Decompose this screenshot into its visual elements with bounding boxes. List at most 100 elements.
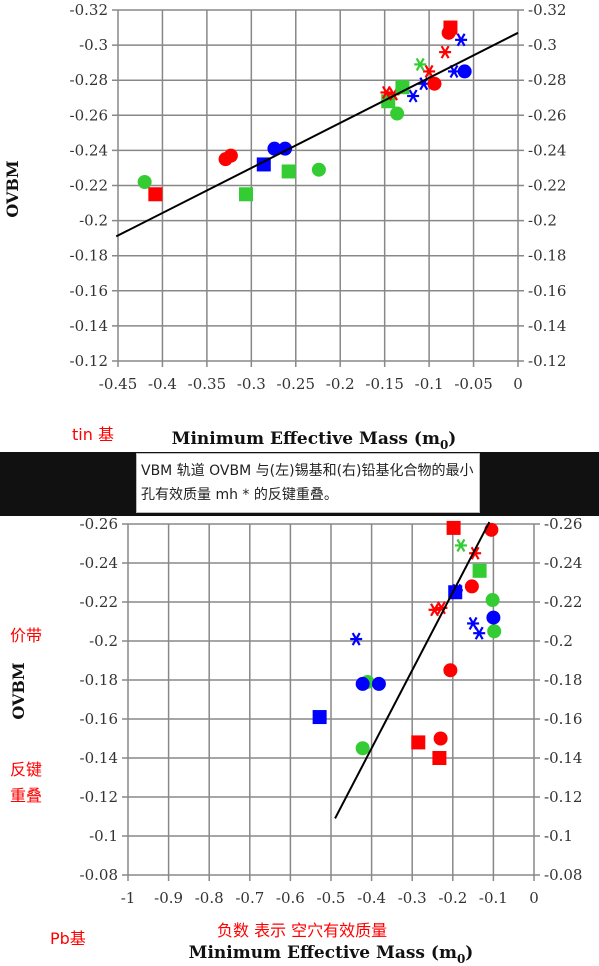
y-tick-label-right: -0.18 — [528, 247, 566, 265]
data-point-red-circle — [224, 149, 238, 163]
y-tick-label-left: -0.12 — [80, 788, 118, 806]
data-point-green-square — [239, 187, 253, 201]
y-tick-label-left: -0.24 — [70, 141, 108, 159]
y-tick-label-right: -0.14 — [544, 749, 582, 767]
x-tick-label: 0 — [513, 375, 523, 393]
x-tick-label: -0.1 — [479, 889, 508, 907]
data-point-blue-asterisk — [455, 34, 467, 46]
x-tick-label: -0.35 — [188, 375, 226, 393]
data-point-red-circle — [443, 663, 457, 677]
data-point-green-asterisk — [414, 58, 426, 70]
y-tick-label-left: -0.16 — [70, 282, 108, 300]
data-point-blue-square — [313, 710, 327, 724]
data-point-blue-circle — [458, 64, 472, 78]
y-axis-label: OVBM — [9, 662, 28, 719]
x-axis-label-subscript: 0 — [440, 438, 448, 452]
annotation-valence-band: 价带 — [10, 625, 42, 647]
y-tick-label-right: -0.22 — [544, 593, 582, 611]
tin-scatter-chart: -0.45 -0.4 -0.35 -0.3 -0.25 -0.2 -0.15 -0.1 -0.0… — [0, 0, 599, 452]
data-point-green-circle — [138, 175, 152, 189]
y-tick-label-right: -0.28 — [528, 71, 566, 89]
annotation-overlap: 重叠 — [10, 785, 42, 807]
x-tick-label: -0.4 — [357, 889, 386, 907]
y-tick-label-left: -0.3 — [79, 36, 108, 54]
y-tick-label-left: -0.18 — [70, 247, 108, 265]
x-tick-label: -0.3 — [237, 375, 266, 393]
y-tick-label-left: -0.18 — [80, 671, 118, 689]
x-tick-label: -1 — [121, 889, 136, 907]
x-axis-label-end: ) — [465, 943, 473, 963]
y-tick-label-right: -0.2 — [544, 632, 573, 650]
x-tick-label: -0.9 — [154, 889, 183, 907]
data-point-red-square — [447, 521, 461, 535]
y-tick-label-right: -0.12 — [544, 788, 582, 806]
y-tick-label-right: -0.26 — [528, 106, 566, 124]
annotation-antibonding: 反键 — [10, 759, 42, 781]
y-tick-label-right: -0.24 — [528, 141, 566, 159]
y-tick-label-right: -0.1 — [544, 827, 573, 845]
data-point-green-circle — [486, 593, 500, 607]
y-tick-label-left: -0.24 — [80, 554, 118, 572]
data-point-green-square — [473, 564, 487, 578]
y-tick-label-right: -0.16 — [544, 710, 582, 728]
x-tick-label: -0.05 — [454, 375, 492, 393]
x-tick-label: -0.8 — [195, 889, 224, 907]
data-point-blue-asterisk — [350, 633, 362, 645]
trend-line — [116, 33, 518, 237]
plot-area: -0.45 -0.4 -0.35 -0.3 -0.25 -0.2 -0.15 -0.1 -0.0… — [3, 1, 566, 452]
y-tick-label-left: -0.16 — [80, 710, 118, 728]
y-tick-label-left: -0.12 — [70, 352, 108, 370]
data-point-red-circle — [465, 579, 479, 593]
data-point-red-square — [411, 735, 425, 749]
data-point-red-circle — [434, 732, 448, 746]
x-axis-label-subscript: 0 — [457, 952, 465, 966]
data-point-green-circle — [312, 163, 326, 177]
y-tick-label-left: -0.26 — [70, 106, 108, 124]
x-axis-label: Minimum Effective Mass (m0) — [172, 429, 457, 452]
y-tick-label-right: -0.08 — [544, 866, 582, 884]
x-tick-label: -0.15 — [365, 375, 403, 393]
data-point-green-circle — [390, 107, 404, 121]
y-tick-label-right: -0.12 — [528, 352, 566, 370]
data-point-blue-circle — [372, 677, 386, 691]
data-point-green-asterisk — [455, 539, 467, 551]
y-tick-label-left: -0.2 — [79, 212, 108, 230]
y-tick-label-right: -0.32 — [528, 1, 566, 19]
y-tick-label-left: -0.22 — [80, 593, 118, 611]
y-tick-label-left: -0.22 — [70, 177, 108, 195]
data-point-green-circle — [487, 624, 501, 638]
y-tick-label-left: -0.26 — [80, 516, 118, 533]
data-point-red-circle — [484, 523, 498, 537]
x-tick-label: -0.45 — [99, 375, 137, 393]
tin-chart-panel: -0.45 -0.4 -0.35 -0.3 -0.25 -0.2 -0.15 -0.1 -0.0… — [0, 0, 599, 452]
x-tick-label: 0 — [529, 889, 539, 907]
y-tick-label-right: -0.26 — [544, 516, 582, 533]
data-point-green-square — [282, 164, 296, 178]
y-tick-label-left: -0.32 — [70, 1, 108, 19]
pb-chart-panel: -1 -0.9 -0.8 -0.7 -0.6 -0.5 -0.4 -0.3 -0.2 -0.1 0-… — [0, 516, 599, 966]
annotation-pb-base: Pb基 — [50, 928, 86, 950]
y-tick-label-right: -0.18 — [544, 671, 582, 689]
annotation-negative-note: 负数 表示 空穴有效质量 — [217, 920, 387, 942]
x-tick-label: -0.2 — [326, 375, 355, 393]
y-tick-label-left: -0.14 — [70, 317, 108, 335]
y-tick-label-left: -0.28 — [70, 71, 108, 89]
y-tick-label-right: -0.24 — [544, 554, 582, 572]
y-tick-label-right: -0.14 — [528, 317, 566, 335]
plot-area: -1 -0.9 -0.8 -0.7 -0.6 -0.5 -0.4 -0.3 -0.2 -0.1 0-… — [9, 516, 582, 966]
data-point-red-square — [432, 751, 446, 765]
data-point-green-circle — [356, 741, 370, 755]
data-point-red-square — [148, 187, 162, 201]
y-tick-label-right: -0.22 — [528, 177, 566, 195]
x-tick-label: -0.2 — [438, 889, 467, 907]
y-tick-label-left: -0.1 — [89, 827, 118, 845]
data-point-red-circle — [427, 77, 441, 91]
x-axis-label-main: Minimum Effective Mass (m — [172, 429, 440, 449]
data-point-blue-circle — [486, 611, 500, 625]
data-point-red-square — [443, 21, 457, 35]
data-point-blue-asterisk — [467, 617, 479, 629]
x-tick-label: -0.4 — [148, 375, 177, 393]
figure-caption: VBM 轨道 OVBM 与(左)锡基和(右)铅基化合物的最小孔有效质量 mh *… — [136, 453, 480, 513]
y-axis-label: OVBM — [3, 160, 22, 217]
data-point-blue-circle — [356, 677, 370, 691]
